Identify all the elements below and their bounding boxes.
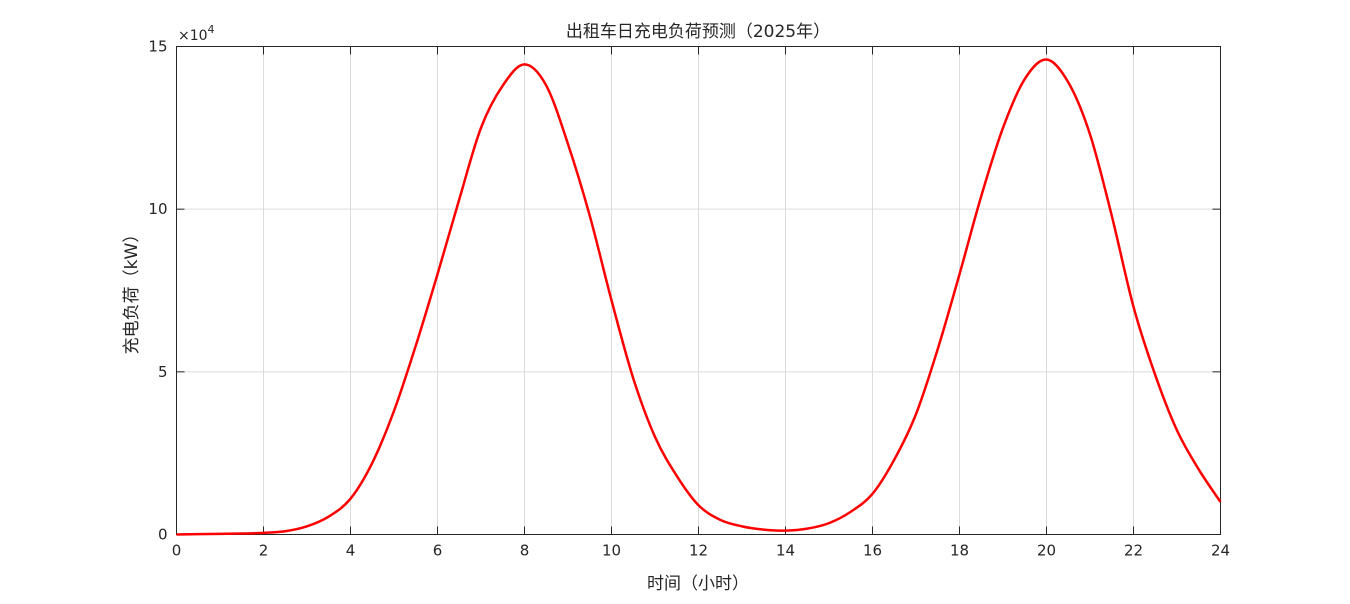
grid — [177, 47, 1221, 535]
x-tick-label: 12 — [689, 542, 708, 560]
y-exponent-base: ×10 — [178, 28, 208, 44]
y-tick-label: 5 — [158, 363, 168, 381]
chart-title: 出租车日充电负荷预测（2025年） — [566, 22, 830, 42]
y-tick-label: 0 — [158, 526, 168, 544]
x-tick-label: 14 — [776, 542, 795, 560]
x-tick-label: 18 — [950, 542, 969, 560]
x-tick-label: 24 — [1211, 542, 1230, 560]
x-tick-label: 0 — [172, 542, 182, 560]
y-tick-label: 15 — [148, 38, 167, 56]
y-tick-label: 10 — [148, 200, 167, 218]
x-tick-label: 20 — [1037, 542, 1056, 560]
x-tick-label: 8 — [520, 542, 530, 560]
y-axis-label: 充电负荷（kW） — [122, 226, 142, 355]
x-axis-label: 时间（小时） — [647, 574, 749, 594]
x-tick-label: 10 — [602, 542, 621, 560]
x-tick-label: 6 — [433, 542, 443, 560]
x-tick-label: 4 — [346, 542, 356, 560]
y-exponent: ×104 — [178, 23, 215, 44]
x-tick-label: 16 — [863, 542, 882, 560]
y-exponent-power: 4 — [208, 23, 215, 36]
x-tick-label: 2 — [259, 542, 269, 560]
x-tick-label: 22 — [1124, 542, 1143, 560]
